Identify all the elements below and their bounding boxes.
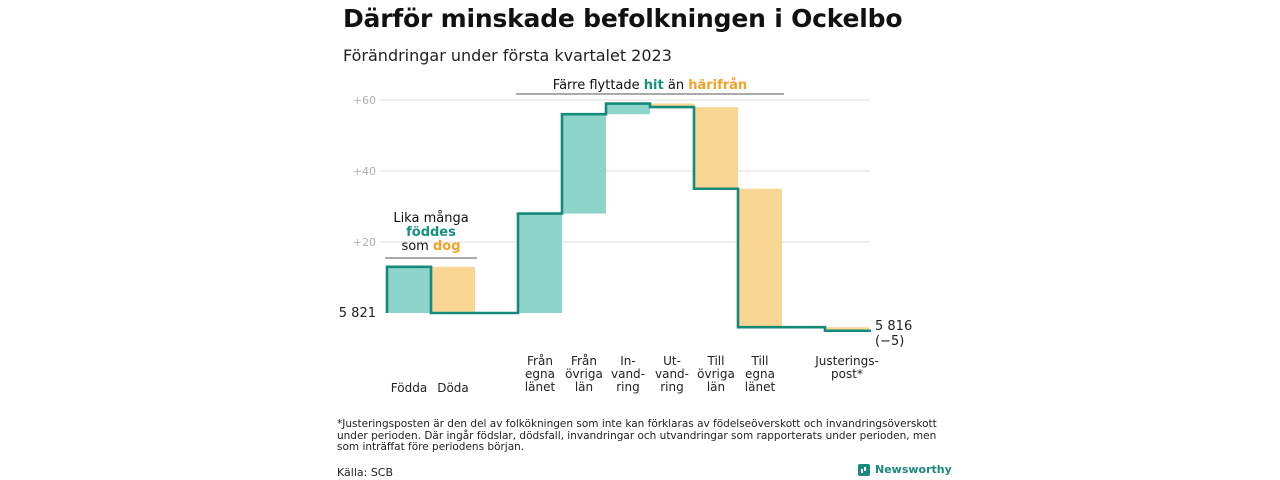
category-label: vand-: [655, 367, 689, 381]
annotation-run: hit: [644, 78, 664, 93]
chart-subtitle: Förändringar under första kvartalet 2023: [343, 46, 672, 65]
y-tick-label: +60: [353, 94, 376, 107]
annotation-run: Lika många: [393, 211, 468, 226]
cumulative-line: [385, 102, 871, 333]
category-label: ring: [660, 380, 684, 394]
end-value-label: 5 816: [875, 319, 912, 334]
annotation-run: dog: [433, 239, 461, 254]
annotation-run: än: [664, 78, 688, 93]
waterfall-bar: [694, 107, 738, 189]
births-annotation: föddes: [406, 225, 456, 240]
y-tick-label: +20: [353, 236, 376, 249]
category-label: vand-: [611, 367, 645, 381]
category-label: Till: [751, 354, 769, 368]
category-label: Från: [527, 354, 553, 368]
category-label: Från: [571, 354, 597, 368]
category-label: Döda: [437, 381, 469, 395]
chart-title: Därför minskade befolkningen i Ockelbo: [343, 4, 903, 33]
category-label: länet: [525, 380, 556, 394]
category-label: ring: [616, 380, 640, 394]
brand-logo: Newsworthy: [858, 463, 952, 476]
category-label: egna: [745, 367, 775, 381]
category-label: Till: [707, 354, 725, 368]
category-label: post*: [831, 367, 863, 381]
waterfall-bar: [431, 266, 475, 313]
waterfall-bar: [606, 103, 650, 115]
annotation-run: härifrån: [688, 78, 747, 93]
category-label: övriga: [697, 367, 735, 381]
category-label: län: [575, 380, 593, 394]
category-label: län: [707, 380, 725, 394]
annotation-run: Färre flyttade: [553, 78, 644, 93]
brand-name: Newsworthy: [875, 463, 952, 476]
waterfall-bar: [738, 188, 782, 328]
footnote: *Justeringsposten är den del av folkökni…: [337, 418, 937, 453]
category-label: Födda: [391, 381, 427, 395]
category-label: Ut-: [663, 354, 681, 368]
annotation-run: föddes: [406, 225, 456, 240]
waterfall-bar: [562, 114, 606, 214]
category-label: övriga: [565, 367, 603, 381]
bar-chart-icon: [858, 463, 870, 476]
category-label: Justerings-: [814, 354, 879, 368]
category-label: länet: [745, 380, 776, 394]
source-note: Källa: SCB: [337, 466, 394, 479]
y-tick-label: +40: [353, 165, 376, 178]
category-label: egna: [525, 367, 555, 381]
annotation-run: som: [401, 239, 433, 254]
start-value-label: 5 821: [339, 306, 376, 321]
waterfall-bar: [387, 266, 431, 313]
births-annotation: Lika många: [393, 211, 468, 226]
waterfall-bar: [825, 327, 869, 331]
waterfall-bar: [650, 103, 694, 108]
waterfall-bar: [518, 213, 562, 313]
births-annotation: som dog: [401, 239, 460, 254]
end-change-label: (−5): [875, 334, 904, 349]
migration-annotation: Färre flyttade hit än härifrån: [553, 78, 747, 93]
category-label: In-: [620, 354, 635, 368]
